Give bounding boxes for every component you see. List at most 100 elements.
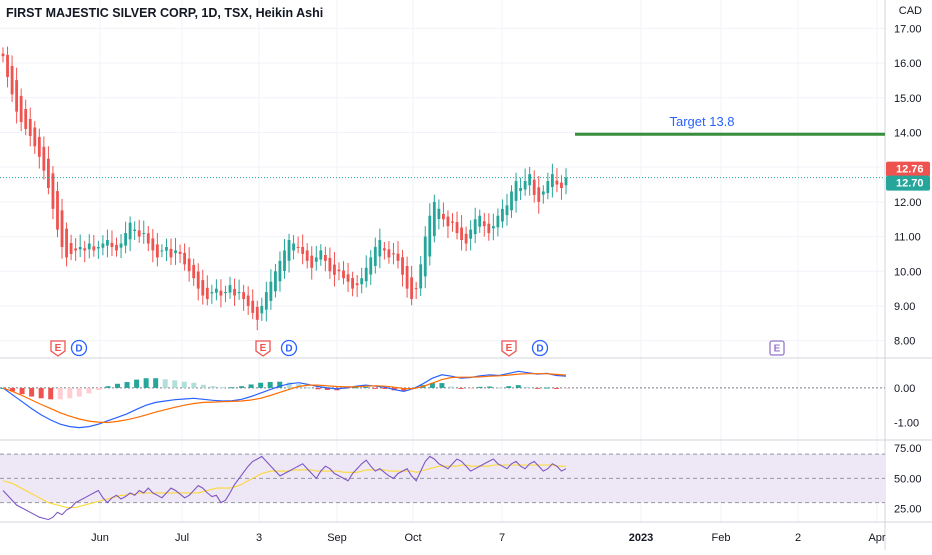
macd-histogram-bar <box>105 386 111 388</box>
candle-body <box>442 213 445 220</box>
candle-body <box>174 250 177 254</box>
candle-body <box>183 252 187 265</box>
rsi-ma-line <box>2 464 566 509</box>
candle-body <box>251 300 255 313</box>
candle-body <box>15 80 19 112</box>
candle-body <box>550 174 554 188</box>
price-tick-label: 8.00 <box>894 336 915 348</box>
candle-body <box>491 226 495 229</box>
macd-histogram-bar <box>506 386 512 388</box>
candle-body <box>428 215 432 257</box>
x-tick-label: 3 <box>256 532 262 544</box>
candle-body <box>369 257 373 275</box>
macd-histogram-bar <box>115 383 121 388</box>
candle-body <box>219 290 223 296</box>
candle-body <box>314 257 318 262</box>
macd-histogram-bar <box>38 387 44 399</box>
signal-line <box>2 373 567 424</box>
x-tick-label: Jun <box>91 532 109 544</box>
candle-body <box>137 230 141 237</box>
candle-body <box>451 221 454 223</box>
macd-tick-label: -1.00 <box>894 417 919 429</box>
candle-body <box>87 243 91 250</box>
candle-body <box>487 223 491 234</box>
macd-histogram-bar <box>29 387 35 397</box>
macd-histogram-bar <box>124 382 130 388</box>
macd-histogram-bar <box>563 387 569 389</box>
candle-body <box>360 278 364 285</box>
macd-histogram-bar <box>305 387 311 389</box>
dividend-badge-label: D <box>75 344 82 355</box>
currency-label: CAD <box>898 5 922 17</box>
x-tick-label: Sep <box>327 532 347 544</box>
candle-body <box>65 228 68 258</box>
macd-histogram-bar <box>191 382 197 388</box>
earnings-badge-label: E <box>506 343 513 354</box>
rsi-layer <box>0 453 885 521</box>
earnings-badge-icon <box>50 340 66 357</box>
x-axis: Jun Jul 3 Sep Oct 7 2023 Feb 2 Apr <box>91 532 886 544</box>
x-tick-label: Jul <box>175 532 189 544</box>
candle-body <box>169 248 173 258</box>
candle-body <box>310 255 314 268</box>
macd-line <box>2 370 567 429</box>
candle-body <box>478 215 482 227</box>
price-tick-label: 14.00 <box>894 127 922 139</box>
dividend-badge-icon <box>531 339 549 357</box>
candle-body <box>264 292 268 310</box>
rsi-tick-label: 25.00 <box>894 504 922 516</box>
candle-body <box>283 250 286 272</box>
candle-body <box>24 108 28 130</box>
candle-body <box>37 136 41 157</box>
dividend-badge-label: D <box>285 344 292 355</box>
candle-body <box>260 305 264 314</box>
x-tick-label: Oct <box>404 532 421 544</box>
candle-body <box>237 292 241 294</box>
price-tags: 12.76 12.70 <box>886 161 930 191</box>
macd-histogram-bar <box>181 381 187 388</box>
candle-body <box>496 215 500 228</box>
candle-body <box>6 54 9 77</box>
macd-histogram-bar <box>487 386 493 388</box>
candle-body <box>333 264 336 275</box>
target-label: Target 13.8 <box>669 114 734 129</box>
macd-histogram-bar <box>95 387 101 390</box>
candle-body <box>564 177 568 186</box>
candle-body <box>532 179 536 195</box>
candle-body <box>78 246 82 250</box>
candle-body <box>446 216 450 227</box>
candle-body <box>519 188 523 191</box>
macd-histogram-bar <box>363 386 369 388</box>
candle-body <box>541 191 545 195</box>
candle-body <box>346 274 350 282</box>
candle-body <box>196 271 200 289</box>
candle-body <box>514 181 518 201</box>
candle-body <box>287 240 291 261</box>
candle-body <box>405 265 409 289</box>
rsi-tick-label: 50.00 <box>894 473 922 485</box>
candle-body <box>201 280 205 296</box>
candle-body <box>560 182 563 188</box>
candle-body <box>178 251 182 254</box>
price-tick-label: 11.00 <box>894 232 921 244</box>
candle-body <box>242 292 246 300</box>
candle-body <box>323 255 327 261</box>
macd-tick-label: 0.00 <box>894 383 915 395</box>
candle-body <box>278 260 282 282</box>
candle-body <box>410 277 414 300</box>
target-layer: Target 13.8 <box>575 114 885 136</box>
macd-histogram-bar <box>382 387 388 389</box>
candle-body <box>469 229 473 239</box>
candle-body <box>296 246 300 248</box>
candle-body <box>115 244 118 251</box>
macd-histogram-bar <box>439 383 445 388</box>
earnings-badge-label: E <box>55 343 62 354</box>
candle-body <box>274 271 277 292</box>
candle-body <box>228 285 232 293</box>
candle-body <box>305 250 309 261</box>
macd-histogram-bar <box>372 387 378 389</box>
candle-body <box>455 222 459 234</box>
